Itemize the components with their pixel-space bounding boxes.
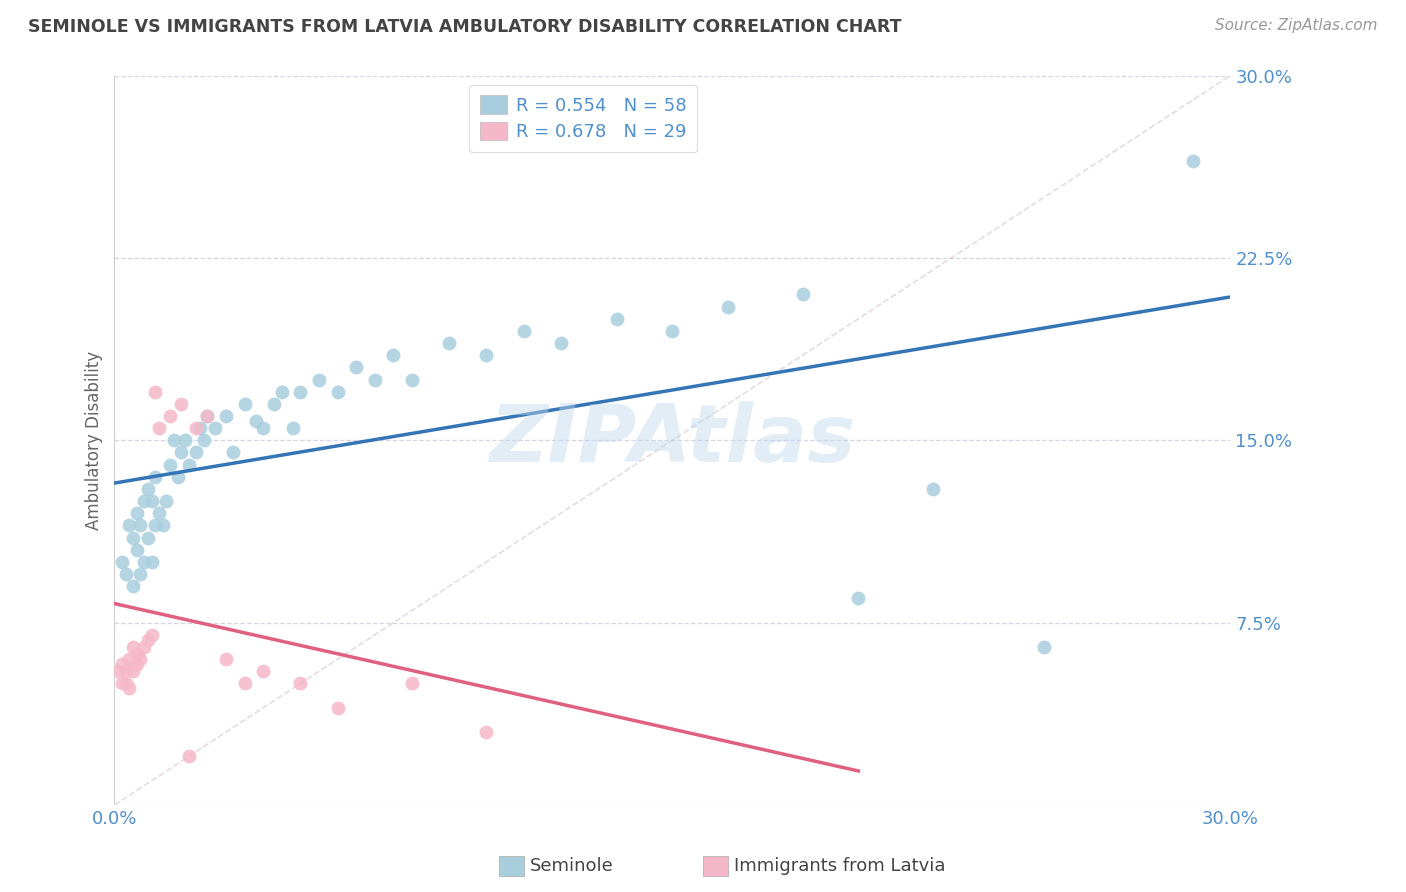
Point	[382, 348, 405, 362]
Point	[111, 676, 134, 690]
Text: Source: ZipAtlas.com: Source: ZipAtlas.com	[1215, 18, 1378, 33]
Text: ZIPAtlas: ZIPAtlas	[489, 401, 855, 479]
Point	[326, 701, 349, 715]
Point	[792, 287, 814, 301]
Point	[197, 409, 219, 423]
Point	[107, 665, 129, 679]
Point	[148, 506, 170, 520]
Point	[437, 336, 460, 351]
Point	[141, 555, 163, 569]
Point	[252, 421, 274, 435]
Point	[122, 640, 145, 654]
Point	[159, 458, 181, 472]
Point	[1182, 153, 1205, 168]
Text: Seminole: Seminole	[530, 857, 614, 875]
Point	[114, 676, 136, 690]
Point	[114, 567, 136, 582]
Point	[111, 555, 134, 569]
Point	[118, 518, 141, 533]
Point	[193, 434, 215, 448]
Point	[114, 665, 136, 679]
Point	[233, 676, 256, 690]
Point	[170, 397, 193, 411]
Point	[136, 531, 159, 545]
Point	[129, 652, 152, 666]
Point	[188, 421, 211, 435]
Point	[344, 360, 367, 375]
Point	[215, 652, 238, 666]
Point	[222, 445, 245, 459]
Point	[606, 311, 628, 326]
Point	[475, 725, 498, 739]
Point	[290, 384, 312, 399]
Point	[326, 384, 349, 399]
Point	[134, 640, 156, 654]
Point	[122, 531, 145, 545]
Point	[125, 506, 148, 520]
Point	[148, 421, 170, 435]
Point	[136, 482, 159, 496]
Point	[233, 397, 256, 411]
Point	[111, 657, 134, 671]
Point	[134, 555, 156, 569]
Point	[129, 567, 152, 582]
Legend: R = 0.554   N = 58, R = 0.678   N = 29: R = 0.554 N = 58, R = 0.678 N = 29	[470, 85, 697, 153]
Point	[125, 542, 148, 557]
Point	[270, 384, 292, 399]
Point	[290, 676, 312, 690]
Text: Immigrants from Latvia: Immigrants from Latvia	[734, 857, 945, 875]
Point	[401, 676, 423, 690]
Point	[204, 421, 226, 435]
Point	[281, 421, 304, 435]
Point	[143, 518, 166, 533]
Point	[125, 657, 148, 671]
Point	[177, 458, 200, 472]
Point	[122, 579, 145, 593]
Point	[215, 409, 238, 423]
Point	[122, 665, 145, 679]
Point	[1033, 640, 1056, 654]
Point	[186, 421, 208, 435]
Point	[475, 348, 498, 362]
Point	[174, 434, 197, 448]
Point	[159, 409, 181, 423]
Point	[129, 518, 152, 533]
Point	[141, 494, 163, 508]
Point	[141, 628, 163, 642]
Point	[263, 397, 285, 411]
Point	[364, 372, 387, 386]
Point	[118, 652, 141, 666]
Text: SEMINOLE VS IMMIGRANTS FROM LATVIA AMBULATORY DISABILITY CORRELATION CHART: SEMINOLE VS IMMIGRANTS FROM LATVIA AMBUL…	[28, 18, 901, 36]
Point	[166, 470, 188, 484]
Point	[921, 482, 943, 496]
Y-axis label: Ambulatory Disability: Ambulatory Disability	[86, 351, 103, 530]
Point	[125, 648, 148, 662]
Point	[661, 324, 683, 338]
Point	[308, 372, 330, 386]
Point	[143, 470, 166, 484]
Point	[136, 632, 159, 647]
Point	[197, 409, 219, 423]
Point	[717, 300, 740, 314]
Point	[118, 681, 141, 696]
Point	[848, 591, 870, 606]
Point	[163, 434, 186, 448]
Point	[155, 494, 177, 508]
Point	[186, 445, 208, 459]
Point	[134, 494, 156, 508]
Point	[170, 445, 193, 459]
Point	[550, 336, 572, 351]
Point	[252, 665, 274, 679]
Point	[245, 414, 267, 428]
Point	[143, 384, 166, 399]
Point	[512, 324, 534, 338]
Point	[177, 749, 200, 764]
Point	[401, 372, 423, 386]
Point	[152, 518, 174, 533]
